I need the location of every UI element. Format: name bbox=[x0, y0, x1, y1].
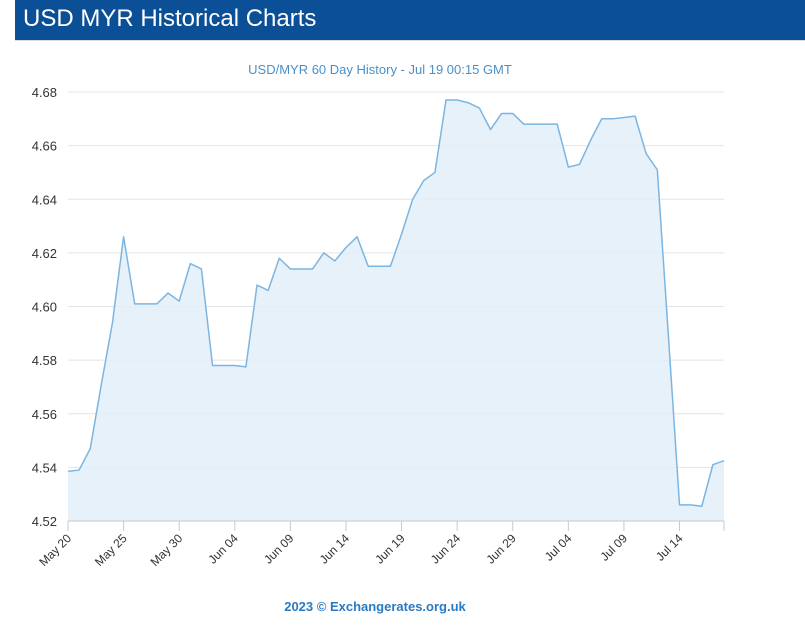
page-header: USD MYR Historical Charts bbox=[15, 0, 805, 41]
y-tick-label: 4.58 bbox=[32, 353, 57, 368]
x-tick-label: Jun 19 bbox=[372, 531, 408, 567]
x-tick-label: Jul 04 bbox=[542, 531, 575, 564]
chart-title: USD/MYR 60 Day History - Jul 19 00:15 GM… bbox=[248, 62, 512, 77]
rate-chart: USD/MYR 60 Day History - Jul 19 00:15 GM… bbox=[32, 62, 725, 614]
y-tick-label: 4.66 bbox=[32, 139, 57, 154]
y-tick-label: 4.62 bbox=[32, 246, 57, 261]
y-tick-label: 4.54 bbox=[32, 460, 57, 475]
y-tick-label: 4.64 bbox=[32, 192, 57, 207]
y-tick-label: 4.52 bbox=[32, 514, 57, 529]
chart-credit: 2023 © Exchangerates.org.uk bbox=[284, 599, 466, 614]
x-tick-label: May 30 bbox=[148, 531, 186, 569]
x-tick-label: May 25 bbox=[92, 531, 130, 569]
x-tick-label: Jun 14 bbox=[317, 531, 353, 567]
y-tick-label: 4.68 bbox=[32, 85, 57, 100]
x-tick-label: Jul 14 bbox=[653, 531, 686, 564]
x-tick-label: Jun 09 bbox=[261, 531, 297, 567]
y-tick-label: 4.60 bbox=[32, 300, 57, 315]
x-tick-label: May 20 bbox=[36, 531, 74, 569]
x-tick-label: Jun 04 bbox=[206, 531, 242, 567]
series-line bbox=[67, 99, 725, 507]
x-tick-label: Jun 24 bbox=[428, 531, 464, 567]
page-title: USD MYR Historical Charts bbox=[23, 5, 317, 32]
plot-area bbox=[67, 99, 725, 521]
x-tick-label: Jun 29 bbox=[483, 531, 519, 567]
y-tick-label: 4.56 bbox=[32, 407, 57, 422]
series-area bbox=[68, 100, 724, 521]
x-tick-label: Jul 09 bbox=[598, 531, 631, 564]
